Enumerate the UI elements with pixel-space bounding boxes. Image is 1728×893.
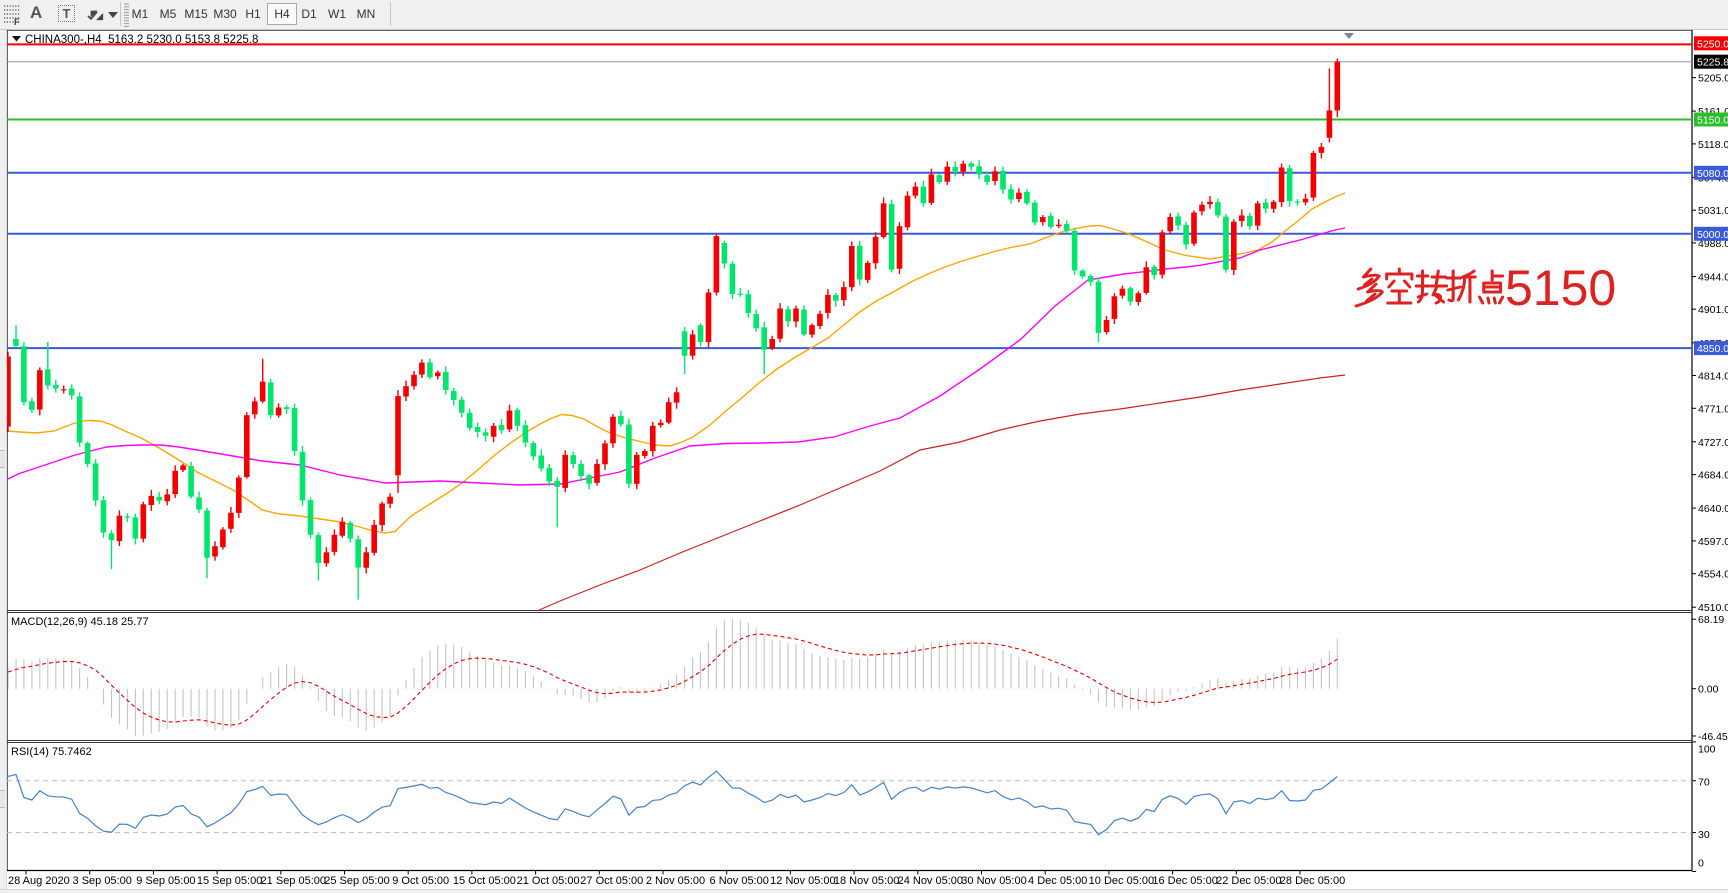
svg-text:10 Dec 05:00: 10 Dec 05:00 — [1089, 875, 1154, 887]
svg-text:28 Dec 05:00: 28 Dec 05:00 — [1280, 875, 1345, 887]
svg-text:15 Oct 05:00: 15 Oct 05:00 — [453, 875, 516, 887]
svg-text:4814.0: 4814.0 — [1698, 371, 1728, 383]
svg-text:4640.0: 4640.0 — [1698, 503, 1728, 515]
svg-text:70: 70 — [1698, 776, 1710, 788]
svg-text:5080.0: 5080.0 — [1697, 168, 1728, 180]
svg-text:0: 0 — [1698, 858, 1704, 870]
svg-text:5000.0: 5000.0 — [1697, 229, 1728, 241]
svg-text:4684.0: 4684.0 — [1698, 470, 1728, 482]
svg-text:5225.8: 5225.8 — [1697, 57, 1728, 69]
svg-text:F: F — [14, 17, 20, 26]
svg-text:4554.0: 4554.0 — [1698, 569, 1728, 581]
svg-text:5031.0: 5031.0 — [1698, 205, 1728, 217]
svg-text:3 Sep 05:00: 3 Sep 05:00 — [73, 875, 132, 887]
svg-text:4988.0: 4988.0 — [1698, 238, 1728, 250]
svg-text:2 Nov 05:00: 2 Nov 05:00 — [646, 875, 705, 887]
svg-text:9 Oct 05:00: 9 Oct 05:00 — [392, 875, 449, 887]
svg-text:4944.0: 4944.0 — [1698, 272, 1728, 284]
svg-text:27 Oct 05:00: 27 Oct 05:00 — [580, 875, 643, 887]
svg-text:15 Sep 05:00: 15 Sep 05:00 — [197, 875, 262, 887]
svg-text:CHINA300-,H4 5163.2 5230.0 51: CHINA300-,H4 5163.2 5230.0 5153.8 5225.8 — [25, 34, 258, 46]
svg-text:4901.0: 4901.0 — [1698, 304, 1728, 316]
svg-text:-46.45: -46.45 — [1698, 731, 1728, 743]
svg-text:30 Nov 05:00: 30 Nov 05:00 — [961, 875, 1026, 887]
svg-text:28 Aug 2020: 28 Aug 2020 — [8, 875, 70, 887]
svg-text:25 Sep 05:00: 25 Sep 05:00 — [324, 875, 389, 887]
svg-text:18 Nov 05:00: 18 Nov 05:00 — [834, 875, 899, 887]
svg-text:RSI(14) 75.7462: RSI(14) 75.7462 — [11, 746, 92, 758]
svg-text:12 Nov 05:00: 12 Nov 05:00 — [770, 875, 835, 887]
svg-text:100: 100 — [1698, 743, 1716, 755]
svg-text:4 Dec 05:00: 4 Dec 05:00 — [1028, 875, 1087, 887]
svg-text:68.19: 68.19 — [1698, 614, 1724, 626]
svg-text:24 Nov 05:00: 24 Nov 05:00 — [898, 875, 963, 887]
svg-text:5205.0: 5205.0 — [1698, 73, 1728, 85]
svg-text:0.00: 0.00 — [1698, 684, 1719, 696]
svg-text:4771.0: 4771.0 — [1698, 403, 1728, 415]
svg-text:4727.0: 4727.0 — [1698, 437, 1728, 449]
svg-text:5150: 5150 — [1505, 260, 1616, 316]
svg-text:21 Oct 05:00: 21 Oct 05:00 — [517, 875, 580, 887]
svg-text:4850.0: 4850.0 — [1697, 343, 1728, 355]
svg-text:6 Nov 05:00: 6 Nov 05:00 — [710, 875, 769, 887]
svg-text:MACD(12,26,9) 45.18 25.77: MACD(12,26,9) 45.18 25.77 — [11, 616, 149, 628]
svg-text:9 Sep 05:00: 9 Sep 05:00 — [136, 875, 195, 887]
svg-text:5118.0: 5118.0 — [1698, 139, 1728, 151]
svg-text:21 Sep 05:00: 21 Sep 05:00 — [261, 875, 326, 887]
svg-text:4510.0: 4510.0 — [1698, 602, 1728, 614]
svg-text:5150.0: 5150.0 — [1697, 115, 1728, 127]
svg-text:5250.0: 5250.0 — [1697, 38, 1728, 50]
svg-text:4597.0: 4597.0 — [1698, 536, 1728, 548]
svg-text:30: 30 — [1698, 829, 1710, 841]
svg-text:16 Dec 05:00: 16 Dec 05:00 — [1152, 875, 1217, 887]
svg-text:22 Dec 05:00: 22 Dec 05:00 — [1216, 875, 1281, 887]
